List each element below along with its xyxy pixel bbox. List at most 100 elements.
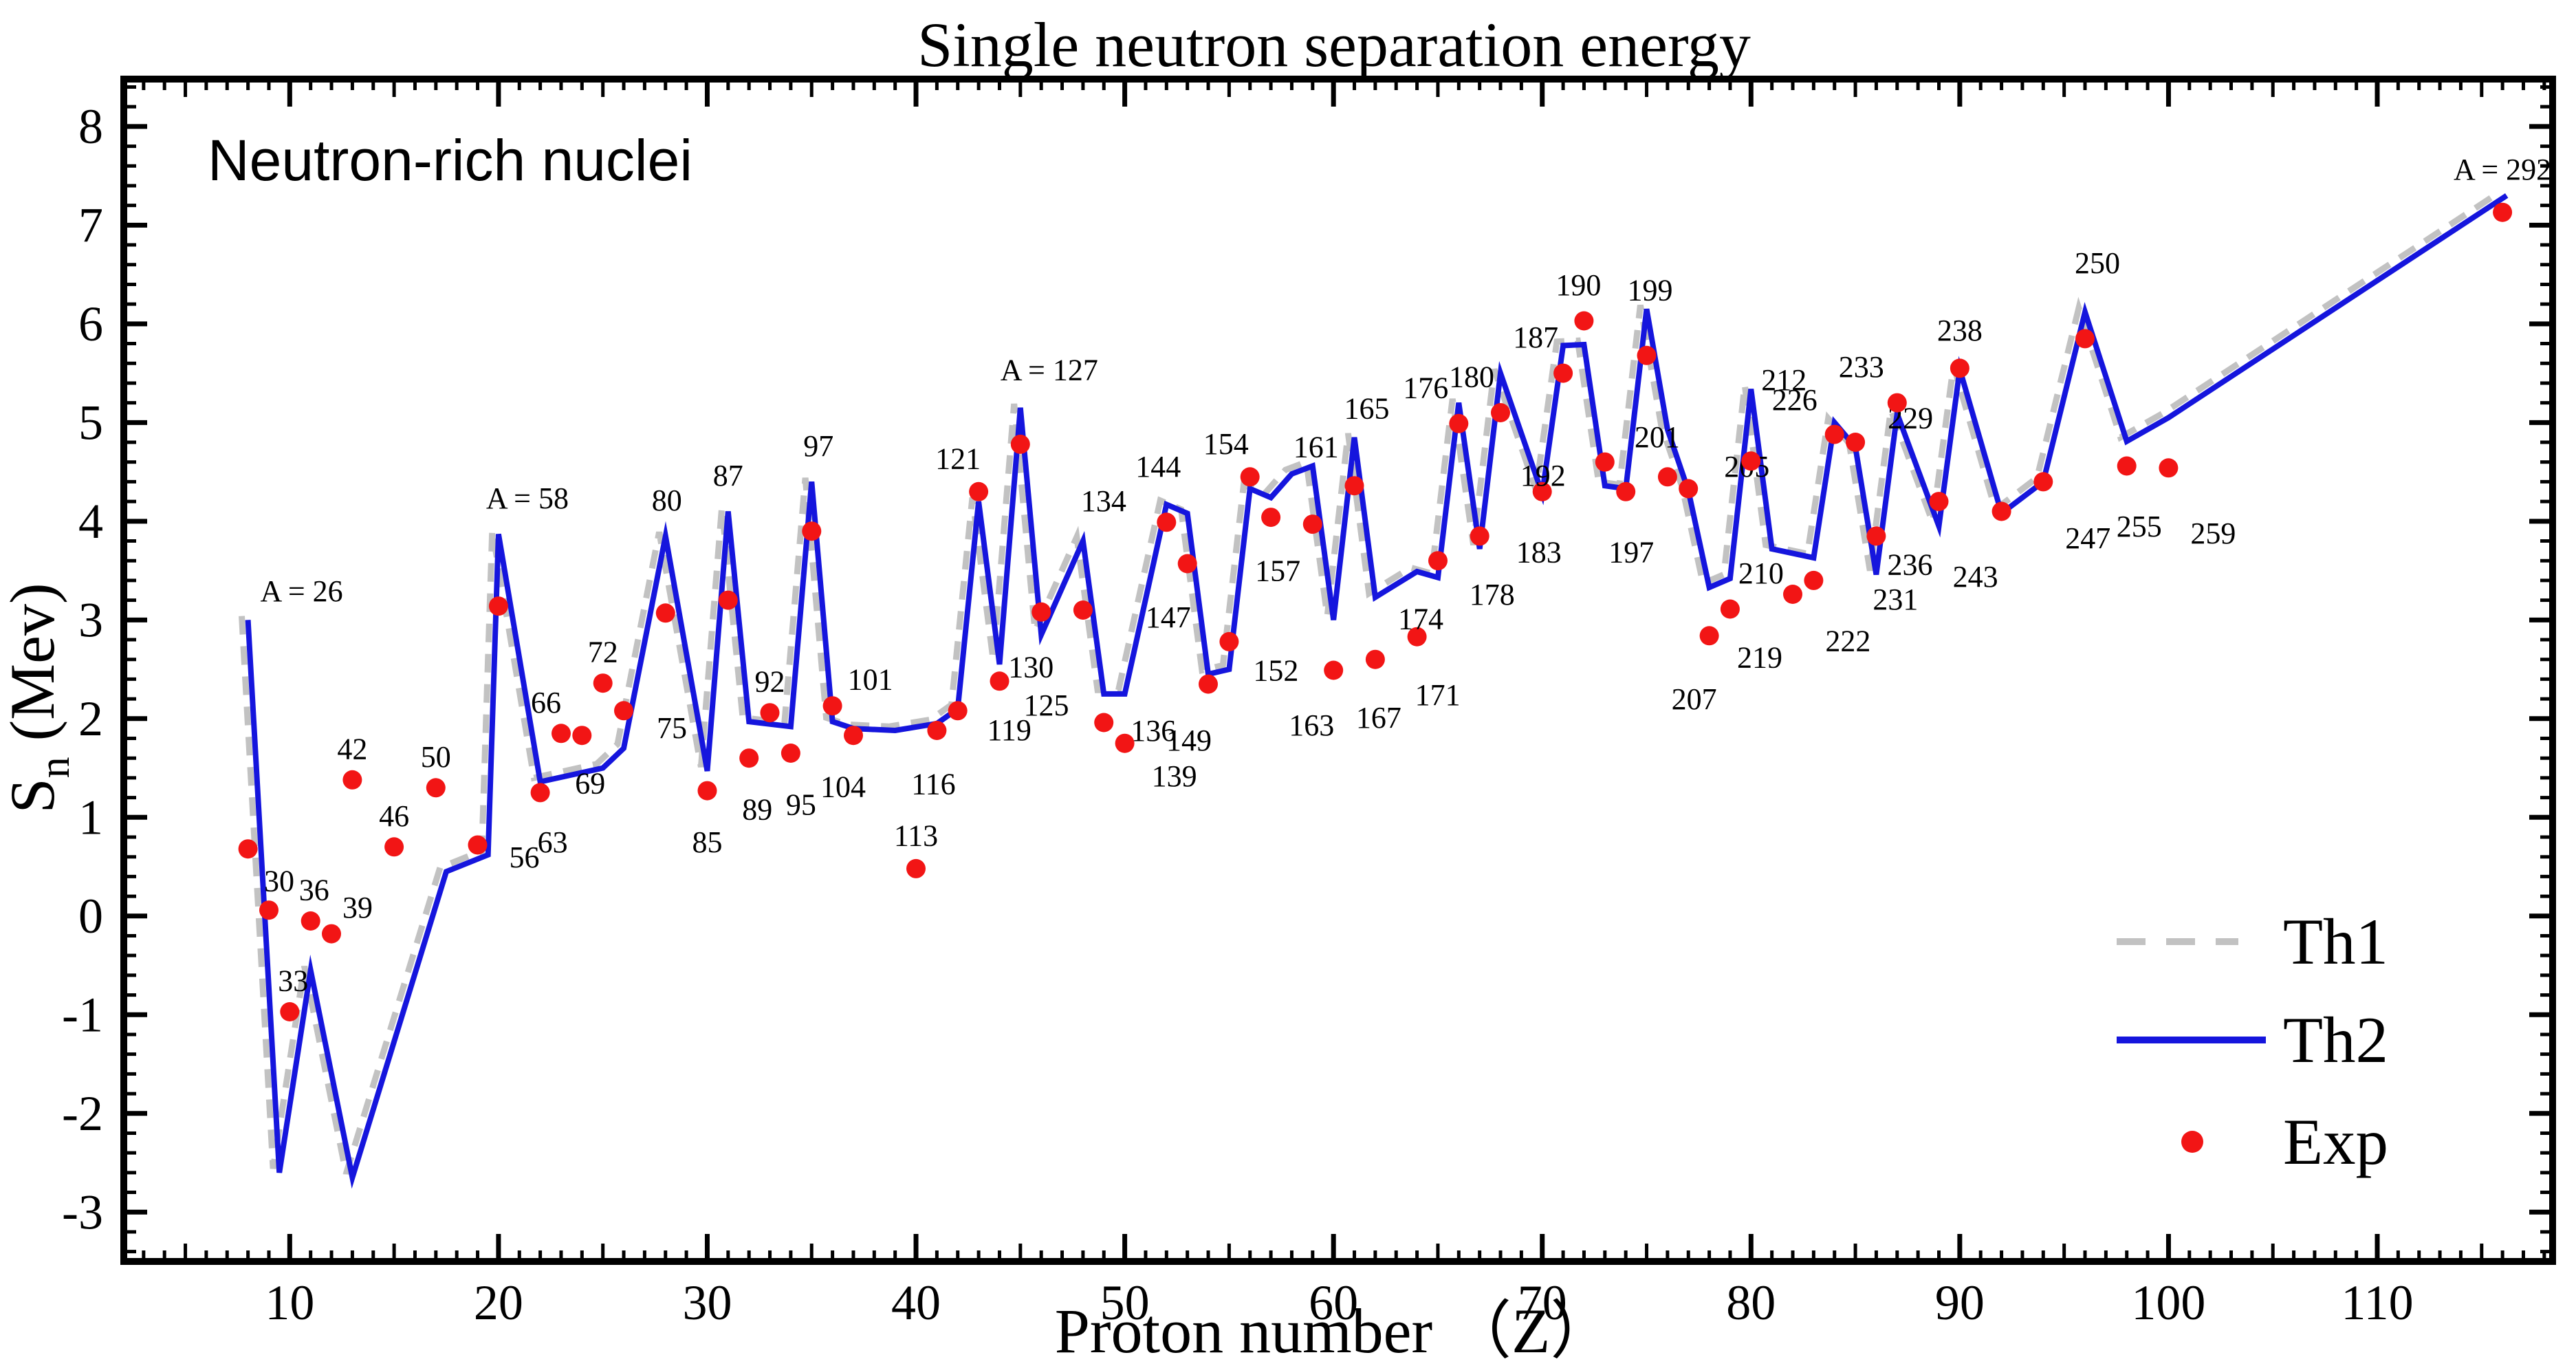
- exp-dot-183: [1532, 481, 1552, 501]
- x-tick-label-30: 30: [682, 1275, 732, 1330]
- y-tick-label-3: 3: [78, 592, 103, 647]
- exp-label-255: 255: [2117, 510, 2162, 543]
- exp-label-171: 171: [1415, 678, 1461, 712]
- y-tick-label-6: 6: [78, 296, 103, 351]
- annotation-A=292: A = 292: [2454, 153, 2551, 186]
- exp-label-187: 187: [1513, 321, 1558, 354]
- exp-label-104: 104: [820, 770, 866, 804]
- exp-label-201: 201: [1635, 420, 1680, 454]
- exp-dot-104: [844, 726, 863, 746]
- y-tick-label-8: 8: [78, 99, 103, 154]
- exp-dot-243: [1991, 501, 2011, 521]
- exp-label-247: 247: [2065, 521, 2110, 555]
- exp-dot-167: [1365, 649, 1385, 669]
- y-axis-title-base: S: [0, 778, 67, 813]
- exp-dot-85: [697, 781, 717, 801]
- exp-label-207: 207: [1672, 682, 1717, 716]
- exp-dot-119: [948, 701, 968, 721]
- exp-dot-219: [1783, 585, 1802, 604]
- y-tick-label-2: 2: [78, 691, 103, 746]
- exp-label-233: 233: [1839, 350, 1884, 384]
- exp-dot-116: [927, 721, 947, 740]
- exp-label-180: 180: [1449, 360, 1494, 394]
- annotation-A=127: A = 127: [1001, 353, 1098, 387]
- exp-dot-89: [739, 748, 759, 768]
- exp-label-210: 210: [1738, 556, 1784, 590]
- chart-title: Single neutron separation energy: [917, 10, 1751, 80]
- exp-label-63: 63: [538, 825, 568, 859]
- y-axis-title-sub: n: [32, 757, 78, 778]
- exp-label-178: 178: [1470, 578, 1515, 611]
- exp-dot-50: [426, 778, 446, 798]
- exp-label-121: 121: [935, 442, 981, 475]
- exp-dot-69: [572, 726, 592, 746]
- exp-label-147: 147: [1146, 600, 1191, 634]
- exp-dot-236: [1929, 492, 1949, 512]
- legend-th1-label: Th1: [2283, 905, 2388, 978]
- exp-label-154: 154: [1203, 427, 1249, 461]
- exp-dot-A-at-Z45: [1010, 434, 1030, 454]
- exp-dot-66: [552, 724, 571, 744]
- x-tick-label-80: 80: [1726, 1275, 1776, 1330]
- exp-dot-30: [259, 900, 279, 920]
- exp-dot-226: [1824, 424, 1844, 444]
- exp-dot-210: [1720, 599, 1740, 619]
- exp-dot-42: [342, 770, 362, 790]
- exp-label-85: 85: [692, 825, 723, 859]
- exp-dot-46: [384, 837, 404, 857]
- exp-dot-229: [1846, 433, 1866, 452]
- exp-label-183: 183: [1516, 535, 1562, 569]
- exp-dot-125: [990, 671, 1009, 691]
- exp-dot-180: [1491, 403, 1510, 422]
- exp-dot-56: [468, 835, 488, 855]
- y-tick-label-0: 0: [78, 889, 103, 944]
- exp-label-149: 149: [1166, 724, 1212, 757]
- annotation-80: 80: [652, 484, 682, 517]
- exp-dot-A-at-Z48: [1073, 600, 1093, 620]
- exp-dot-174: [1428, 551, 1448, 571]
- x-tick-label-50: 50: [1100, 1275, 1150, 1330]
- corner-label: Neutron-rich nuclei: [208, 128, 692, 193]
- exp-label-75: 75: [657, 711, 687, 745]
- annotation-87: 87: [713, 459, 743, 492]
- exp-dot-39: [322, 924, 341, 944]
- exp-label-101: 101: [848, 663, 893, 697]
- x-tick-label-70: 70: [1518, 1275, 1567, 1330]
- exp-dot-A-at-Z35: [802, 521, 822, 541]
- y-tick-label-7: 7: [78, 197, 103, 252]
- exp-dot-147: [1177, 554, 1197, 574]
- exp-label-199: 199: [1628, 273, 1673, 307]
- exp-dot-205: [1679, 479, 1699, 499]
- y-tick-label--3: -3: [62, 1184, 103, 1239]
- exp-label-50: 50: [421, 740, 451, 774]
- exp-label-157: 157: [1255, 554, 1300, 588]
- exp-label-72: 72: [588, 636, 618, 669]
- annotation-A=58: A = 58: [486, 481, 569, 515]
- exp-label-69: 69: [575, 767, 605, 801]
- exp-label-250: 250: [2075, 246, 2120, 280]
- exp-label-174: 174: [1398, 603, 1443, 636]
- exp-dot-187: [1553, 363, 1573, 383]
- x-tick-label-40: 40: [891, 1275, 941, 1330]
- exp-label-136: 136: [1131, 714, 1176, 748]
- exp-dot-149: [1199, 674, 1218, 694]
- exp-dot-190: [1574, 311, 1594, 331]
- exp-dot-238: [1950, 358, 1969, 378]
- exp-label-165: 165: [1344, 392, 1390, 426]
- exp-dot-152: [1219, 631, 1239, 651]
- exp-label-212: 212: [1761, 363, 1807, 397]
- y-axis-title-unit: (Mev): [0, 583, 67, 757]
- exp-dot-92: [760, 703, 780, 723]
- exp-label-46: 46: [379, 799, 409, 833]
- exp-label-116: 116: [911, 768, 955, 801]
- exp-dot-192: [1595, 452, 1615, 472]
- chart-layer: 10 20 30 40 50 60 70 80 90 100 110-3-2-10123456783…: [62, 79, 2553, 1330]
- exp-label-33: 33: [278, 964, 308, 998]
- exp-label-222: 222: [1825, 624, 1870, 658]
- exp-label-125: 125: [1024, 689, 1069, 722]
- legend-th2-label: Th2: [2283, 1004, 2388, 1076]
- legend-exp-label: Exp: [2283, 1105, 2388, 1178]
- exp-dot-197: [1616, 481, 1636, 501]
- exp-label-167: 167: [1356, 701, 1401, 735]
- exp-dot-199: [1637, 345, 1657, 365]
